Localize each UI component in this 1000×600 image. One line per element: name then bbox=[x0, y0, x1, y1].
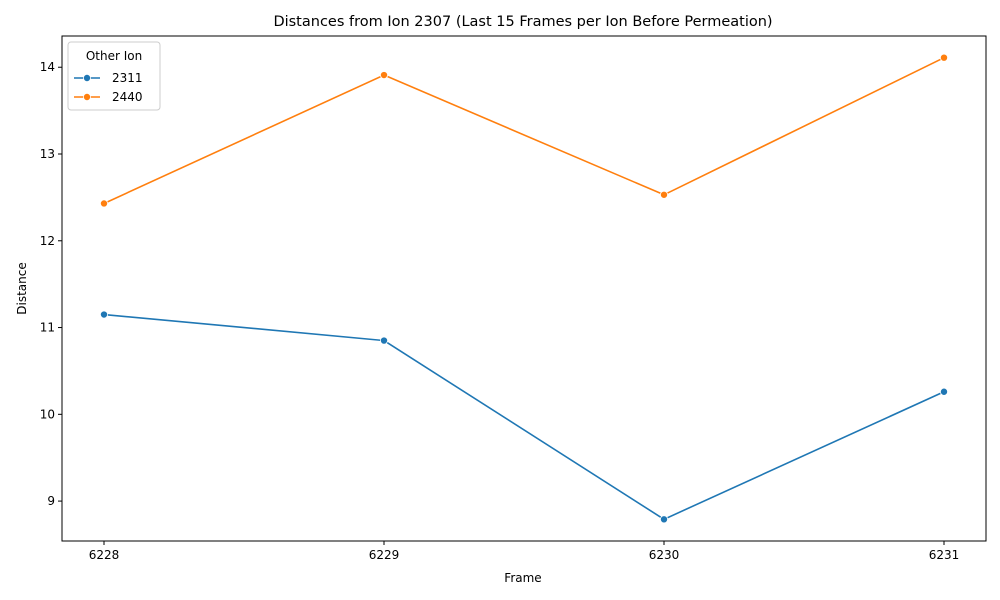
y-tick-label: 14 bbox=[40, 60, 55, 74]
legend-label-2311: 2311 bbox=[112, 71, 143, 85]
data-point-2311 bbox=[379, 336, 388, 345]
x-tick-label: 6228 bbox=[89, 548, 120, 562]
data-point-2440 bbox=[940, 53, 949, 62]
x-tick-label: 6231 bbox=[929, 548, 960, 562]
y-tick-label: 9 bbox=[47, 494, 55, 508]
x-tick-label: 6230 bbox=[649, 548, 680, 562]
y-tick-label: 12 bbox=[40, 234, 55, 248]
y-tick-label: 13 bbox=[40, 147, 55, 161]
y-tick-label: 10 bbox=[40, 407, 55, 421]
series-line-2311 bbox=[103, 313, 945, 521]
data-point-2311 bbox=[100, 310, 109, 319]
legend-marker-2440 bbox=[83, 93, 92, 102]
data-point-2440 bbox=[379, 71, 388, 80]
x-tick-label: 6229 bbox=[369, 548, 400, 562]
y-axis-label: Distance bbox=[15, 262, 29, 314]
plot-area bbox=[61, 35, 987, 542]
x-axis: 6228 6229 6230 6231 bbox=[89, 541, 960, 562]
data-point-2311 bbox=[940, 387, 949, 396]
legend-box bbox=[67, 41, 161, 111]
y-tick-label: 11 bbox=[40, 321, 55, 335]
series-layer bbox=[100, 53, 949, 524]
legend-label-2440: 2440 bbox=[112, 90, 143, 104]
x-axis-label: Frame bbox=[504, 571, 541, 585]
legend: Other Ion 2311 2440 bbox=[67, 41, 161, 111]
data-point-2311 bbox=[660, 515, 669, 524]
legend-marker-2311 bbox=[83, 74, 92, 83]
data-point-2440 bbox=[660, 190, 669, 199]
data-point-2440 bbox=[100, 199, 109, 208]
series-line-2440 bbox=[103, 56, 945, 205]
y-axis: 9 10 11 12 13 14 bbox=[40, 60, 62, 508]
chart-title: Distances from Ion 2307 (Last 15 Frames … bbox=[273, 14, 772, 30]
legend-title: Other Ion bbox=[86, 49, 142, 63]
